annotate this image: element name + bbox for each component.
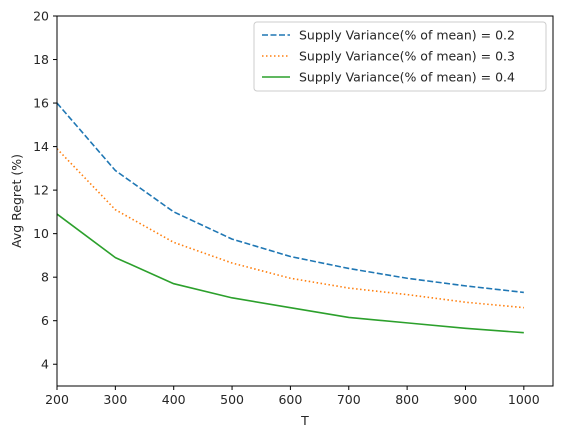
series-line-3 xyxy=(56,213,524,334)
x-tick-label: 900 xyxy=(454,392,478,407)
x-tick-label: 1000 xyxy=(508,392,540,407)
x-tick-label: 600 xyxy=(278,392,302,407)
x-axis: 200 300 400 500 600 700 800 900 1000 xyxy=(45,386,540,407)
y-tick-label: 12 xyxy=(33,183,49,198)
plot-frame xyxy=(56,15,554,387)
y-tick-label: 20 xyxy=(33,9,49,24)
legend-box xyxy=(253,21,547,92)
y-tick-label: 4 xyxy=(41,357,49,372)
legend-label-1: Supply Variance(% of mean) = 0.2 xyxy=(299,28,515,43)
legend-label-2: Supply Variance(% of mean) = 0.3 xyxy=(299,49,515,64)
series-line-2 xyxy=(56,148,524,309)
y-tick-label: 18 xyxy=(33,52,49,67)
x-tick-label: 200 xyxy=(45,392,69,407)
x-tick-label: 300 xyxy=(103,392,127,407)
legend: Supply Variance(% of mean) = 0.2 Supply V… xyxy=(253,21,547,92)
y-axis-label: Avg Regret (%) xyxy=(9,154,24,248)
x-axis-label: T xyxy=(300,413,309,428)
y-tick-label: 6 xyxy=(41,313,49,328)
y-tick-label: 14 xyxy=(33,139,49,154)
x-tick-label: 400 xyxy=(162,392,186,407)
x-tick-label: 800 xyxy=(395,392,419,407)
y-tick-label: 10 xyxy=(33,226,49,241)
y-tick-label: 8 xyxy=(41,270,49,285)
legend-label-3: Supply Variance(% of mean) = 0.4 xyxy=(299,70,515,85)
x-tick-label: 700 xyxy=(337,392,361,407)
y-axis: 4 6 8 10 12 14 16 18 20 xyxy=(33,9,57,372)
series-line-1 xyxy=(56,102,524,294)
series-layer xyxy=(56,102,524,334)
x-tick-label: 500 xyxy=(220,392,244,407)
y-tick-label: 16 xyxy=(33,96,49,111)
